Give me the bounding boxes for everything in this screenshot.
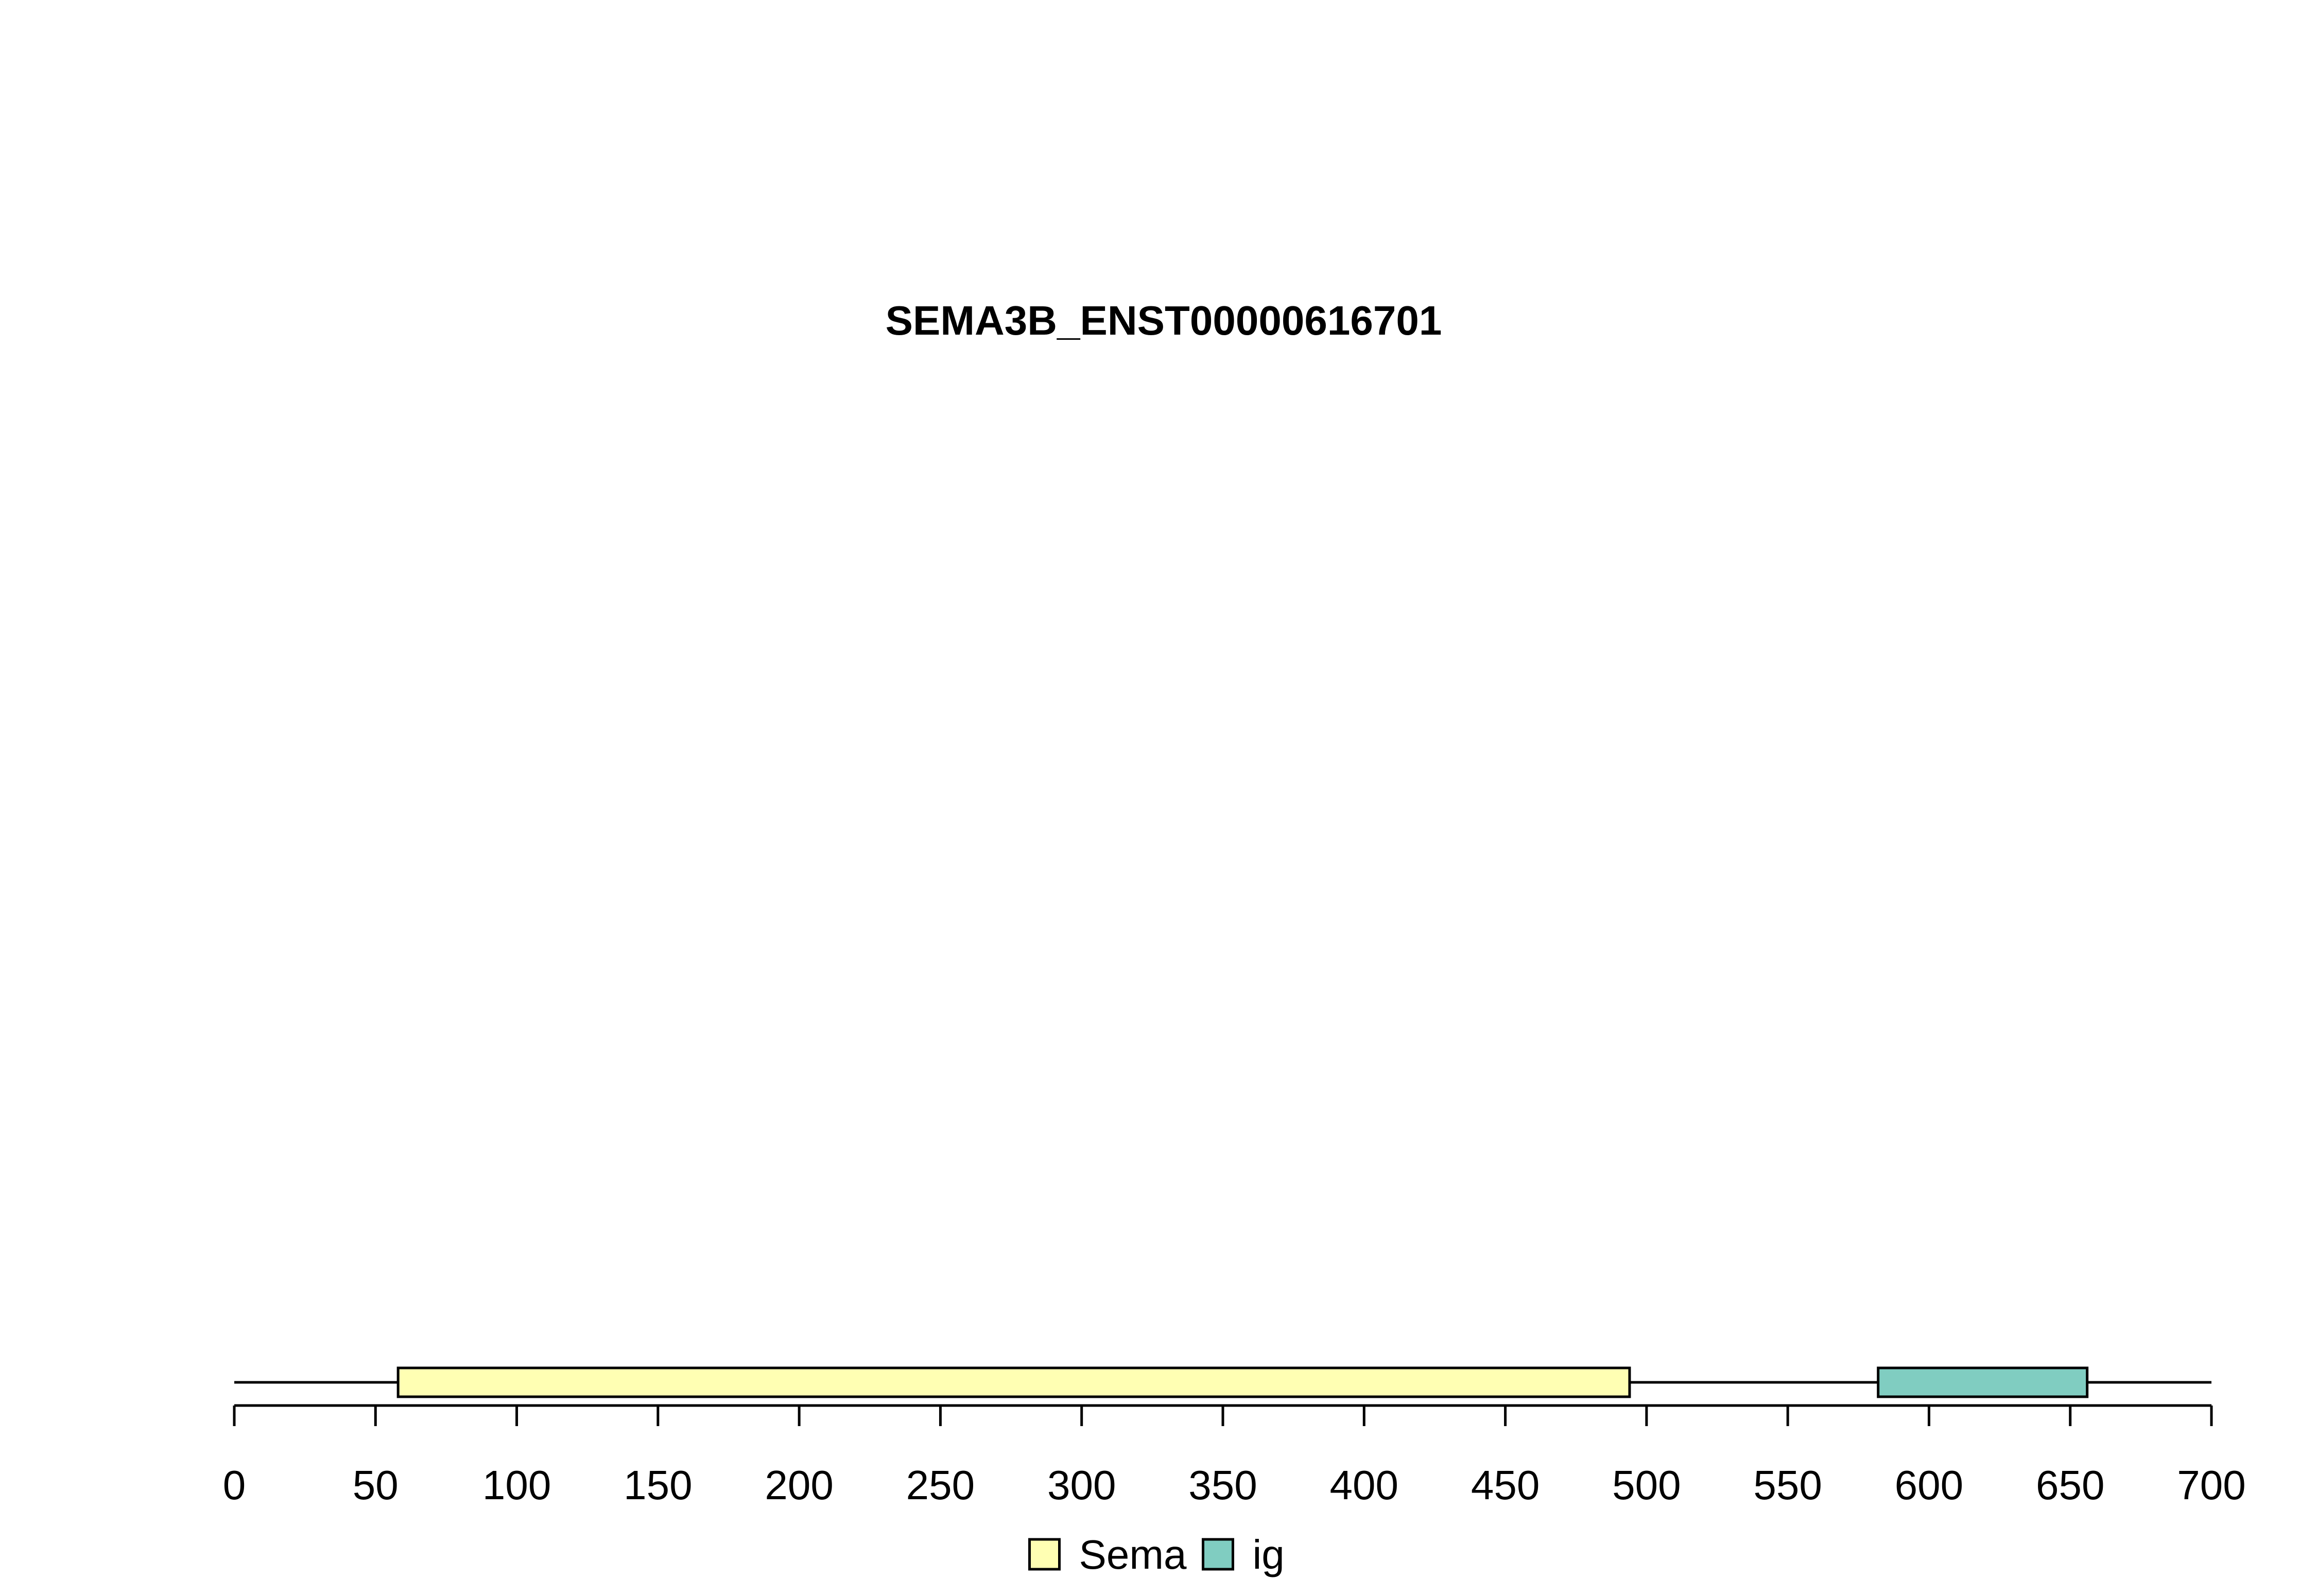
x-axis: 0 50 100 150 200 250 300 350 400 450 500 550 600 650 7… xyxy=(223,1404,2246,1508)
x-tick-label: 50 xyxy=(353,1462,399,1508)
domain-sema-box xyxy=(396,1366,1631,1398)
legend-label-sema: Sema xyxy=(1079,1532,1187,1577)
x-tick-label: 100 xyxy=(482,1462,551,1508)
legend-swatch-sema xyxy=(1028,1538,1061,1571)
legend-swatch-ig xyxy=(1202,1538,1234,1571)
x-tick-label: 250 xyxy=(906,1462,975,1508)
x-tick-label: 700 xyxy=(2177,1462,2245,1508)
x-tick-label: 450 xyxy=(1471,1462,1540,1508)
x-tick-label: 0 xyxy=(223,1462,246,1508)
x-tick-label: 300 xyxy=(1047,1462,1116,1508)
x-tick-label: 150 xyxy=(624,1462,692,1508)
x-tick-label: 600 xyxy=(1895,1462,1963,1508)
x-tick-label: 550 xyxy=(1753,1462,1822,1508)
domain-layer xyxy=(396,1366,2089,1398)
x-tick-label: 200 xyxy=(765,1462,833,1508)
x-tick-label: 650 xyxy=(2036,1462,2104,1508)
x-tick-label: 500 xyxy=(1612,1462,1681,1508)
legend: Sema ig xyxy=(1028,1532,1285,1577)
domain-ig-box xyxy=(1877,1366,2089,1398)
chart-title: SEMA3B_ENST00000616701 xyxy=(886,298,1442,343)
x-tick-label: 350 xyxy=(1188,1462,1257,1508)
legend-label-ig: ig xyxy=(1253,1532,1285,1577)
x-tick-label: 400 xyxy=(1330,1462,1398,1508)
